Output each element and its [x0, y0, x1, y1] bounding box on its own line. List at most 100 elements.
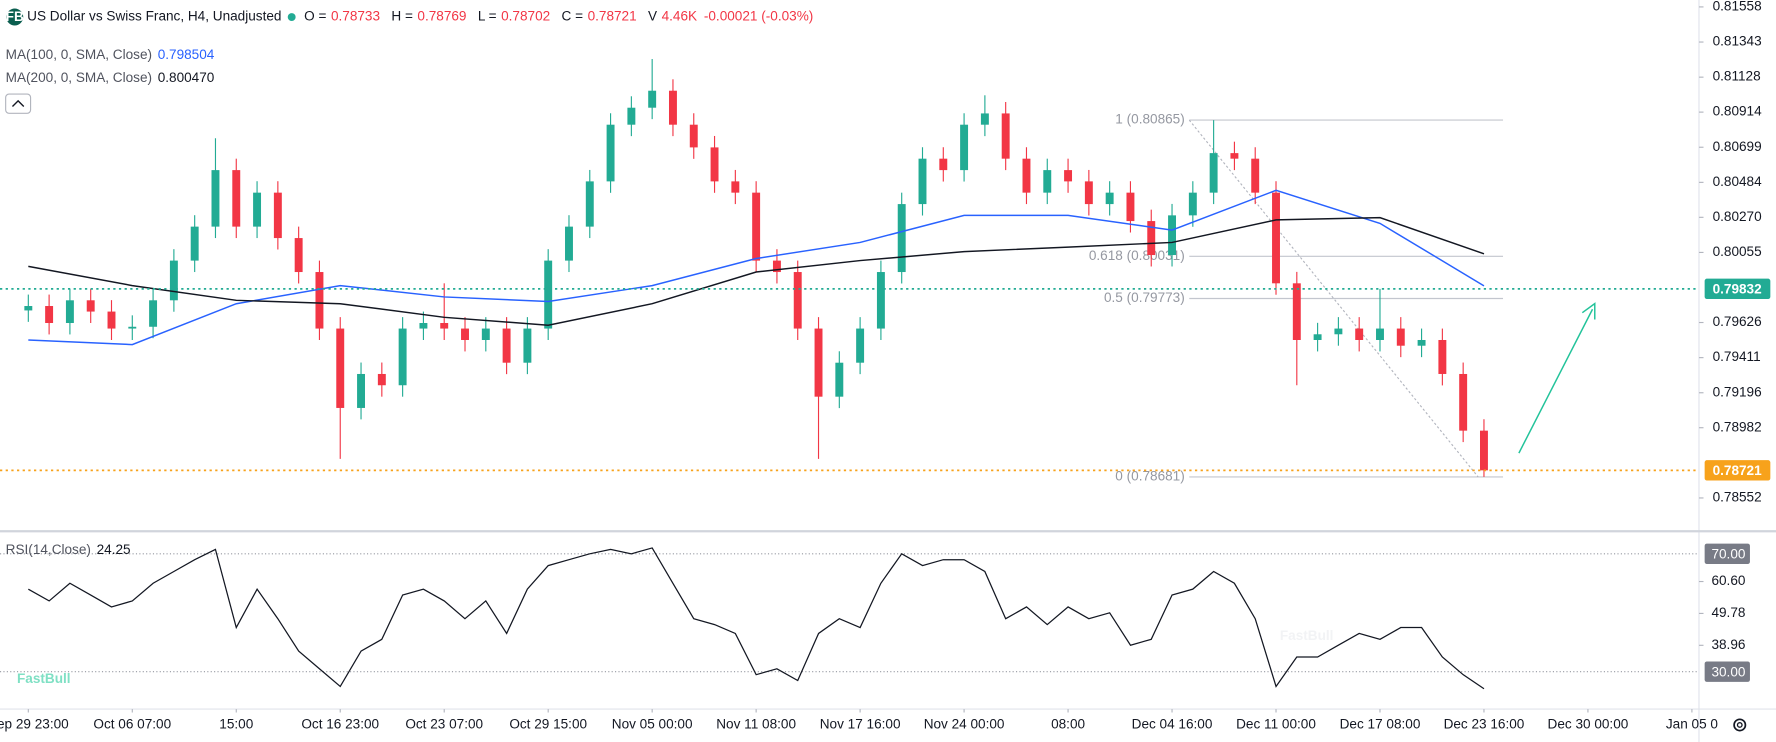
candle-body	[1251, 158, 1260, 193]
legend-value: 0.800470	[158, 70, 215, 85]
ohlc-label: O =	[304, 9, 326, 24]
candle-body	[856, 328, 865, 363]
y-tick-label: 0.78552	[1713, 490, 1762, 505]
y-tick-label: 0.80055	[1713, 244, 1762, 259]
settings-icon[interactable]	[1733, 718, 1747, 732]
legend-value: 24.25	[97, 542, 131, 557]
candle-body	[1438, 339, 1447, 374]
candle-body	[1105, 192, 1114, 205]
x-tick-label: Dec 04 16:00	[1132, 717, 1213, 732]
candle-body	[1292, 283, 1301, 340]
candle-body	[1396, 328, 1405, 346]
y-tick-label: 60.60	[1711, 573, 1745, 588]
candle-body	[1376, 328, 1384, 340]
ohlc-label: L =	[478, 9, 497, 24]
candle-body	[1188, 192, 1197, 216]
candle-body	[398, 328, 407, 386]
candle-body	[1209, 153, 1218, 193]
candle-body	[710, 147, 719, 182]
x-tick-label: 08:00	[1051, 717, 1085, 732]
candle-body	[315, 272, 324, 329]
candle-body	[169, 260, 178, 301]
chart-title: US Dollar vs Swiss Franc, H4, Unadjusted	[27, 9, 281, 24]
candle-body	[128, 326, 137, 329]
candle-body	[1230, 153, 1239, 159]
gear-outer	[1733, 718, 1747, 732]
level-label-box	[1704, 661, 1750, 682]
candle-body	[689, 124, 698, 148]
ohlc-value: 4.46K	[662, 9, 697, 24]
ohlc-label: H =	[391, 9, 413, 24]
x-tick-label: Nov 17 16:00	[820, 717, 901, 732]
ma-line	[28, 189, 1485, 346]
x-tick-label: Oct 23 07:00	[405, 717, 483, 732]
fib-label: 0.5 (0.79773)	[1104, 290, 1185, 305]
arrow-head	[1581, 302, 1596, 320]
x-tick-label: Jan 05 0	[1666, 717, 1719, 732]
ohlc-value: 0.78702	[501, 9, 550, 24]
candle-body	[731, 181, 740, 193]
status-dot	[287, 13, 296, 22]
x-tick-label: Oct 06 07:00	[93, 717, 171, 732]
y-tick-label: 30.00	[1711, 664, 1745, 679]
candle-body	[211, 170, 220, 227]
y-tick-label: 0.81128	[1713, 69, 1761, 84]
candle-body	[544, 260, 553, 329]
candle-body	[1355, 328, 1364, 340]
fib-label: 0.618 (0.80031)	[1089, 248, 1185, 263]
candle-body	[357, 373, 365, 408]
candle-body	[1147, 221, 1156, 256]
candle-body	[24, 306, 33, 311]
price-label-box	[1704, 278, 1771, 300]
candle-body	[1022, 158, 1031, 193]
price-label: 0.78721	[1713, 463, 1763, 478]
candle-body	[1417, 339, 1426, 346]
y-tick-label: 49.78	[1711, 605, 1745, 620]
x-tick-label: Dec 11 00:00	[1236, 717, 1316, 732]
x-tick-label: Oct 16 23:00	[301, 717, 379, 732]
candle-body	[627, 107, 636, 125]
candle-body	[1043, 170, 1052, 193]
y-tick-label: 0.81343	[1713, 34, 1762, 49]
collapse-button[interactable]	[5, 93, 32, 114]
x-tick-label: Oct 29 15:00	[509, 717, 587, 732]
candle-body	[1084, 181, 1093, 205]
y-tick-label: 0.81558	[1713, 0, 1762, 14]
candle-body	[585, 181, 594, 227]
candle-body	[1126, 192, 1135, 222]
x-tick-label: Dec 23 16:00	[1444, 717, 1525, 732]
candle-body	[918, 158, 927, 205]
candle-body	[502, 328, 511, 363]
candle-body	[294, 238, 303, 273]
x-tick-label: Dec 17 08:00	[1340, 717, 1421, 732]
change-value: -0.00021 (-0.03%)	[704, 9, 813, 24]
candle-body	[668, 90, 677, 125]
candle-body	[648, 90, 657, 108]
candle-body	[65, 300, 74, 324]
x-tick-label: Sep 29 23:00	[0, 717, 69, 732]
candle-body	[897, 204, 906, 273]
candle-body	[86, 300, 95, 312]
legend-name: MA(100, 0, SMA, Close)	[6, 47, 152, 62]
candle-body	[273, 192, 282, 239]
candle-body	[1313, 334, 1322, 340]
watermark-logo: FastBull	[17, 671, 71, 686]
candle-body	[1459, 373, 1468, 431]
price-label: 0.79832	[1713, 282, 1763, 297]
candle-body	[336, 328, 345, 408]
ohlc-value: 0.78733	[331, 9, 380, 24]
candle-body	[440, 323, 449, 329]
symbol-icon	[6, 8, 24, 26]
y-tick-label: 0.79196	[1713, 384, 1762, 399]
candle-body	[960, 124, 969, 171]
collapse-icon	[11, 99, 25, 108]
symbol-icon-text: FB	[6, 9, 24, 24]
fib-label: 0 (0.78681)	[1115, 468, 1184, 483]
candle-body	[876, 272, 885, 329]
level-label-box	[1704, 543, 1750, 565]
candle-body	[523, 328, 532, 363]
candle-body	[419, 323, 428, 329]
candle-body	[45, 306, 54, 324]
legend-name: RSI(14,Close)	[6, 542, 91, 557]
